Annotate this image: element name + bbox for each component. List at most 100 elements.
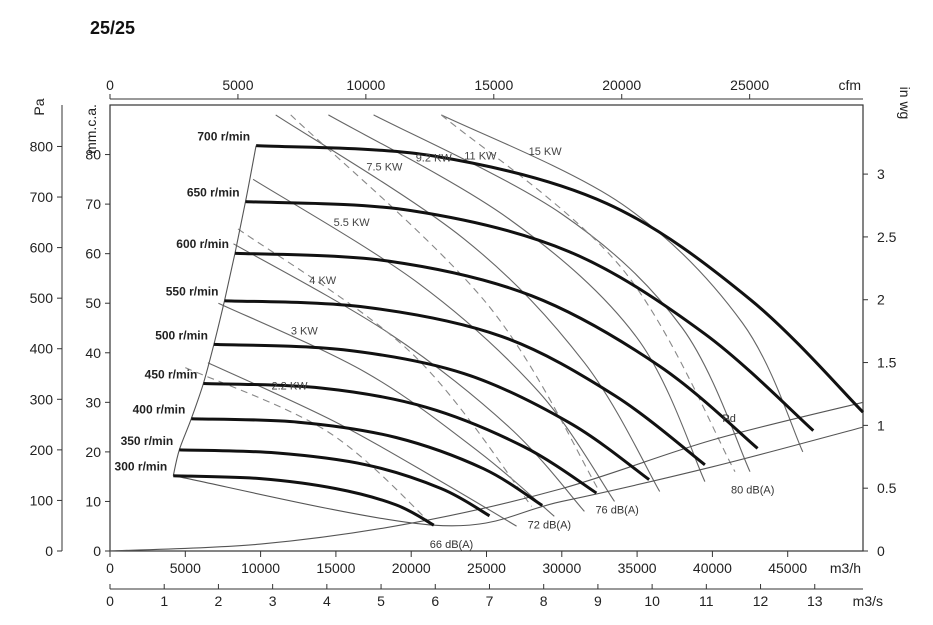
- power-line: [328, 114, 706, 482]
- tick-label-m3s: 4: [323, 593, 331, 609]
- tick-label-cfm: 0: [106, 77, 114, 93]
- power-line-label: 9.2 KW: [416, 153, 453, 165]
- tick-label-m3h: 0: [106, 560, 114, 576]
- rpm-curve-label: 550 r/min: [166, 285, 219, 299]
- rpm-curve-label: 600 r/min: [176, 237, 229, 251]
- rpm-curve-label: 300 r/min: [115, 460, 168, 474]
- tick-label-m3s: 2: [215, 593, 223, 609]
- axis-label-cfm: cfm: [838, 77, 861, 93]
- axis-label-pa: Pa: [31, 98, 47, 115]
- power-line: [218, 302, 555, 517]
- tick-label-m3s: 0: [106, 593, 114, 609]
- tick-label-mmca: 30: [85, 394, 101, 410]
- tick-label-cfm: 10000: [346, 77, 385, 93]
- noise-line: [237, 228, 533, 507]
- rpm-curve-label: 350 r/min: [121, 434, 174, 448]
- tick-label-mmca: 10: [85, 493, 101, 509]
- tick-label-m3s: 3: [269, 593, 277, 609]
- tick-label-cfm: 15000: [474, 77, 513, 93]
- tick-label-m3s: 13: [807, 593, 823, 609]
- tick-label-pa: 0: [45, 543, 53, 559]
- tick-label-pa: 200: [30, 442, 54, 458]
- tick-label-cfm: 25000: [730, 77, 769, 93]
- tick-label-m3h: 45000: [768, 560, 807, 576]
- tick-label-m3s: 9: [594, 593, 602, 609]
- rpm-curve: [234, 251, 759, 450]
- axes: 0 5000 10000 15000 20000 25000 30000 35000 40000…: [30, 77, 913, 609]
- power-line-label: 2.2 KW: [271, 380, 308, 392]
- tick-label-m3h: 25000: [467, 560, 506, 576]
- tick-label-pa: 100: [30, 492, 54, 508]
- power-line-label: 3 KW: [291, 325, 319, 337]
- lower-boundary: [173, 426, 864, 527]
- tick-label-pa: 400: [30, 341, 54, 357]
- chart-title: 25/25: [90, 18, 136, 38]
- tick-label-mmca: 50: [85, 295, 101, 311]
- power-line: [252, 178, 615, 502]
- rpm-curve: [179, 448, 491, 518]
- tick-label-mmca: 70: [85, 196, 101, 212]
- tick-label-pa: 300: [30, 391, 54, 407]
- tick-label-m3s: 7: [486, 593, 494, 609]
- power-line: [207, 362, 517, 527]
- rpm-curve: [224, 299, 706, 466]
- power-line: [373, 114, 751, 472]
- rpm-curve-label: 500 r/min: [155, 328, 208, 342]
- tick-label-m3h: 5000: [170, 560, 201, 576]
- axis-label-m3h: m3/h: [830, 560, 861, 576]
- tick-label-m3h: 10000: [241, 560, 280, 576]
- pd-curve: [109, 401, 864, 552]
- tick-label-inwg: 3: [877, 166, 885, 182]
- tick-label-m3h: 20000: [392, 560, 431, 576]
- rpm-curve: [256, 144, 865, 414]
- power-line: [441, 114, 804, 453]
- tick-label-m3s: 1: [160, 593, 168, 609]
- noise-line-label: 72 dB(A): [528, 519, 571, 531]
- rpm-curve-label: 700 r/min: [197, 130, 250, 144]
- power-line-label: 11 KW: [464, 151, 497, 163]
- tick-label-m3s: 11: [699, 593, 714, 609]
- noise-line-label: 80 dB(A): [731, 485, 774, 497]
- rpm-curve: [203, 382, 598, 495]
- power-line-label: 7.5 KW: [366, 162, 403, 174]
- tick-label-m3s: 6: [431, 593, 439, 609]
- tick-label-m3s: 5: [377, 593, 385, 609]
- rpm-curve: [173, 474, 435, 527]
- tick-label-cfm: 20000: [602, 77, 641, 93]
- rpm-curve: [213, 342, 650, 481]
- power-line-label: 15 KW: [529, 146, 563, 158]
- rpm-curve: [191, 417, 543, 507]
- tick-label-inwg: 2.5: [877, 229, 897, 245]
- power-line-label: 4 KW: [309, 275, 337, 287]
- rpm-curve-label: 650 r/min: [187, 186, 240, 200]
- tick-label-m3s: 10: [644, 593, 660, 609]
- tick-label-m3s: 8: [540, 593, 548, 609]
- rpm-curve-label: 400 r/min: [133, 403, 186, 417]
- axis-label-m3s: m3/s: [853, 593, 883, 609]
- tick-label-mmca: 40: [85, 345, 101, 361]
- tick-label-mmca: 60: [85, 246, 101, 262]
- tick-label-m3h: 15000: [316, 560, 355, 576]
- rpm-curve-label: 450 r/min: [145, 368, 198, 382]
- rpm-curve: [245, 200, 815, 432]
- noise-line-label: 66 dB(A): [430, 539, 473, 551]
- tick-label-inwg: 0: [877, 543, 885, 559]
- tick-label-pa: 500: [30, 290, 54, 306]
- tick-label-mmca: 0: [93, 543, 101, 559]
- tick-label-mmca: 20: [85, 444, 101, 460]
- axis-label-mmca: mm.c.a.: [83, 104, 99, 154]
- curve-labels: 2.2 KW 3 KW 4 KW 5.5 KW 7.5 KW 9.2 KW 11 KW 15 …: [115, 130, 775, 552]
- tick-label-inwg: 1.5: [877, 355, 897, 371]
- power-line-label: 5.5 KW: [334, 217, 371, 229]
- power-line: [275, 114, 661, 492]
- noise-line: [290, 114, 600, 492]
- noise-line: [440, 114, 736, 472]
- power-line: [233, 243, 585, 512]
- noise-line: [185, 367, 435, 527]
- curves: [109, 114, 865, 552]
- tick-label-pa: 700: [30, 189, 54, 205]
- tick-label-inwg: 0.5: [877, 480, 897, 496]
- tick-label-inwg: 2: [877, 292, 885, 308]
- noise-line-label: 76 dB(A): [595, 505, 638, 517]
